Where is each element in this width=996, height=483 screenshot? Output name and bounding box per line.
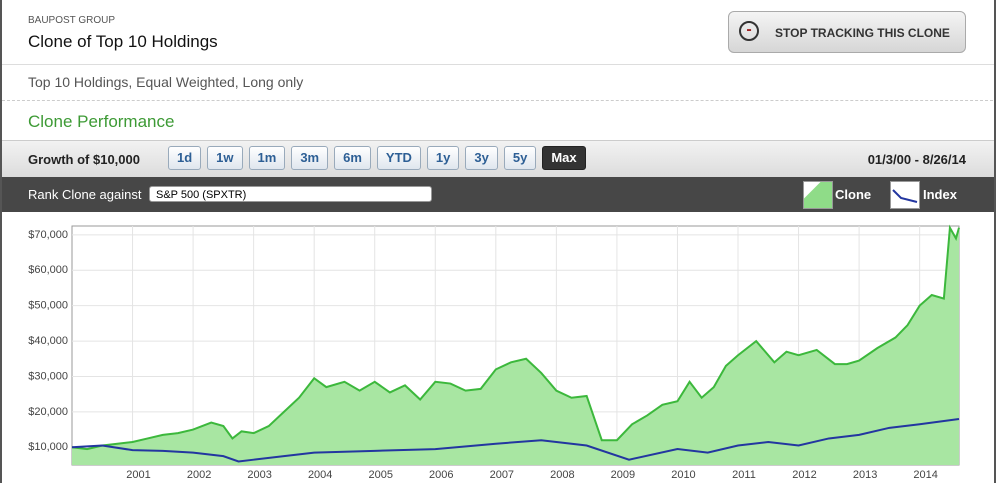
firm: BAUPOST GROUP: [28, 15, 116, 26]
legend-icon: [890, 181, 920, 209]
range-button[interactable]: Max: [542, 146, 586, 170]
y-tick-label: $60,000: [28, 264, 68, 276]
area-fill: [72, 227, 959, 465]
range-button[interactable]: 5y: [503, 146, 537, 170]
y-tick-label: $20,000: [28, 406, 68, 418]
row: [2, 64, 994, 101]
toolbar: [2, 140, 994, 177]
range-button[interactable]: YTD: [376, 146, 421, 170]
x-tick-label: 2002: [187, 469, 211, 481]
range-button[interactable]: 6m: [334, 146, 371, 170]
y-tick-label: $50,000: [28, 300, 68, 312]
x-tick-label: 2007: [490, 469, 514, 481]
legend-text: Index: [923, 187, 957, 202]
y-tick-label: $10,000: [28, 441, 68, 453]
x-tick-label: 2006: [429, 469, 453, 481]
x-tick-label: 2011: [732, 469, 756, 481]
range-buttons: 1d 1w 1m 3m 6m YTD 1y 3y 5y Max: [168, 146, 586, 170]
x-tick-label: 2012: [792, 469, 816, 481]
button-text: STOP TRACKING THIS CLONE: [775, 26, 950, 40]
select[interactable]: S&P 500 (SPXTR): [149, 186, 432, 202]
stop-button[interactable]: - STOP TRACKING THIS CLONE: [728, 11, 966, 53]
range-button[interactable]: 1w: [207, 146, 243, 170]
range-button[interactable]: 1m: [248, 146, 286, 170]
y-tick-label: $70,000: [28, 229, 68, 241]
legend-text: Clone: [835, 187, 872, 202]
chart: $10,000 $20,000 $30,000 $40,000 $50,000 $60,0…: [28, 224, 960, 481]
y-tick-label: $30,000: [28, 370, 68, 382]
range-button[interactable]: 1y: [426, 146, 460, 170]
x-tick-label: 2008: [550, 469, 574, 481]
x-tick-label: 2001: [126, 469, 150, 481]
rank-label: Rank Clone against: [28, 187, 142, 202]
y-tick-label: $40,000: [28, 335, 68, 347]
legend-icon: [803, 181, 833, 209]
x-tick-label: 2005: [368, 469, 392, 481]
date-range: 01/3/00 - 8/26/14: [867, 152, 966, 167]
x-tick-label: 2010: [671, 469, 695, 481]
series-line: [71, 417, 960, 463]
icon: -: [739, 21, 759, 41]
section-title: Clone Performance: [28, 112, 175, 131]
toolbar-label: Growth of $10,000: [28, 152, 140, 167]
series-line: [71, 224, 960, 451]
title: Clone of Top 10 Holdings: [28, 32, 218, 51]
x-tick-label: 2014: [913, 469, 937, 481]
x-tick-label: 2013: [853, 469, 877, 481]
description: Top 10 Holdings, Equal Weighted, Long on…: [28, 74, 304, 90]
x-tick-label: 2004: [308, 469, 332, 481]
range-button[interactable]: 1d: [168, 146, 202, 170]
x-tick-label: 2003: [247, 469, 271, 481]
range-button[interactable]: 3m: [291, 146, 329, 170]
x-tick-label: 2009: [611, 469, 635, 481]
range-button[interactable]: 3y: [465, 146, 498, 170]
